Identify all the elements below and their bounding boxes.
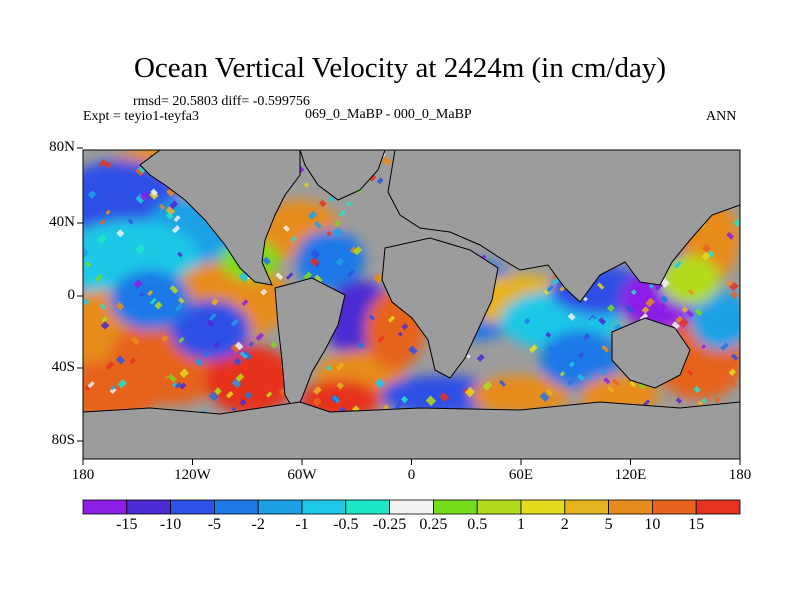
lon-tick-label: 180 (728, 467, 752, 483)
colorbar-label: -10 (159, 516, 182, 533)
lat-tick-label: 80S (51, 432, 75, 448)
lon-tick-label: 120W (174, 467, 211, 483)
colorbar-label: -2 (251, 516, 265, 533)
lon-tick-label: 0 (407, 467, 416, 483)
lon-tick-label: 180 (71, 467, 95, 483)
colorbar-swatch (345, 499, 390, 515)
colorbar-swatch (82, 499, 128, 515)
colorbar-label: 15 (688, 516, 705, 533)
antarctica (83, 401, 740, 459)
lon-tick-label: 120E (614, 467, 647, 483)
australia (611, 317, 691, 389)
lon-tick-label: 60E (508, 467, 534, 483)
colorbar-label: 1 (517, 516, 525, 533)
colorbar-label: -5 (207, 516, 222, 533)
experiment-label: Expt = teyio1-teyfa3 (83, 109, 199, 124)
colorbar-label: -0.5 (333, 516, 359, 533)
eurasia (387, 150, 740, 303)
lat-tick-label: 0 (67, 287, 76, 303)
north-america (139, 150, 301, 286)
colorbar-swatch (126, 499, 172, 515)
lat-tick-label: 40S (51, 359, 75, 375)
map-ticks (77, 147, 741, 465)
colorbar-swatch (564, 499, 609, 515)
colorbar-label: -1 (295, 516, 309, 533)
comparison-label: 069_0_MaBP - 000_0_MaBP (305, 107, 472, 122)
map-title: Ocean Vertical Velocity at 2424m (in cm/… (133, 52, 667, 84)
colorbar-label: 0.25 (419, 516, 448, 533)
colorbar-label: -0.25 (372, 516, 407, 533)
season-label: ANN (706, 109, 737, 124)
colorbar-swatch (520, 499, 566, 515)
colorbar-swatch (695, 499, 741, 515)
lon-tick-label: 60W (287, 467, 317, 483)
colorbar-label: -15 (116, 516, 138, 533)
colorbar-swatch (389, 499, 434, 515)
colorbar-label: 5 (604, 516, 613, 533)
colorbar (82, 499, 741, 515)
land-mask (83, 150, 740, 459)
colorbar-swatch (301, 499, 347, 515)
greenland (299, 150, 386, 201)
lat-tick-label: 40N (49, 214, 75, 230)
colorbar-swatch (257, 499, 303, 515)
colorbar-label: 10 (644, 516, 661, 533)
colorbar-swatch (608, 499, 653, 515)
colorbar-label: 2 (560, 516, 569, 533)
colorbar-swatch (476, 499, 522, 515)
stats-label: rmsd= 20.5803 diff= -0.599756 (133, 94, 310, 109)
africa (381, 237, 499, 379)
colorbar-swatch (213, 499, 259, 515)
lat-tick-label: 80N (49, 139, 75, 155)
colorbar-swatch (170, 499, 215, 515)
colorbar-swatch (652, 499, 697, 515)
colorbar-label: 0.5 (467, 516, 488, 533)
south-america (274, 277, 346, 414)
colorbar-swatch (432, 499, 478, 515)
